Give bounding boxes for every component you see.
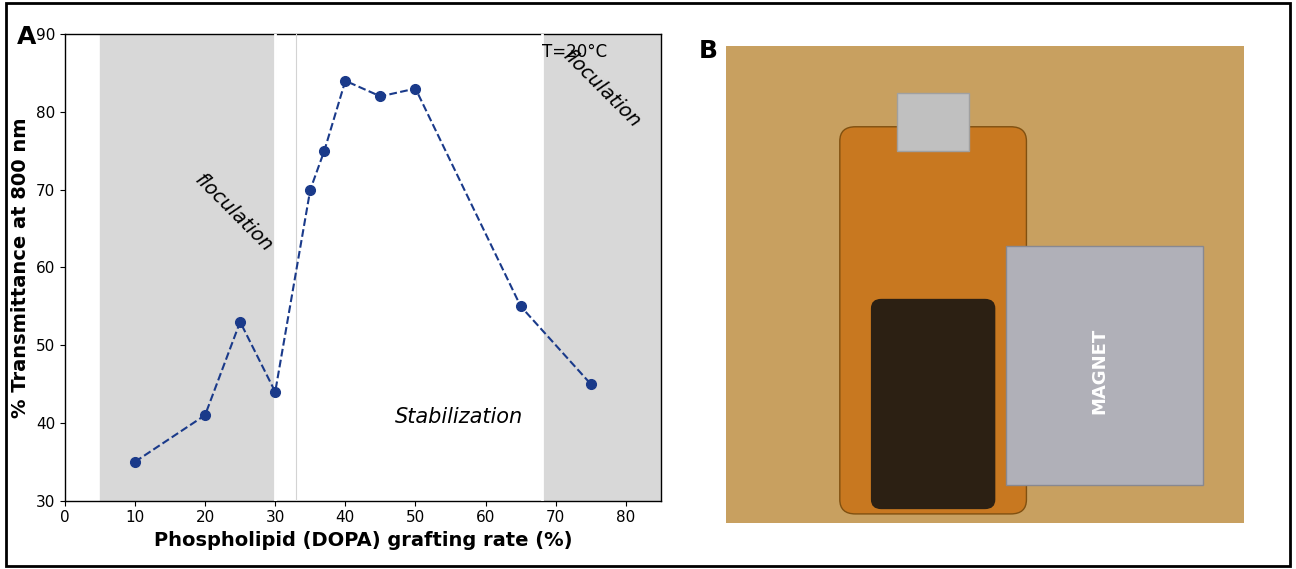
Text: Stabilization: Stabilization bbox=[394, 407, 522, 427]
Text: MAGNET: MAGNET bbox=[1090, 327, 1108, 414]
Text: floculation: floculation bbox=[191, 170, 276, 256]
Bar bbox=[100, 34, 275, 501]
Bar bbox=[1006, 246, 1203, 485]
Text: A: A bbox=[17, 25, 36, 49]
Text: T=20°C: T=20°C bbox=[542, 43, 607, 61]
Bar bbox=[542, 34, 661, 501]
FancyBboxPatch shape bbox=[871, 299, 995, 509]
Text: floculation: floculation bbox=[560, 46, 644, 131]
X-axis label: Phospholipid (DOPA) grafting rate (%): Phospholipid (DOPA) grafting rate (%) bbox=[154, 531, 572, 550]
FancyBboxPatch shape bbox=[840, 127, 1026, 514]
Y-axis label: % Transmittance at 800 nm: % Transmittance at 800 nm bbox=[12, 117, 30, 418]
Bar bbox=[897, 93, 969, 151]
Text: B: B bbox=[699, 39, 718, 63]
